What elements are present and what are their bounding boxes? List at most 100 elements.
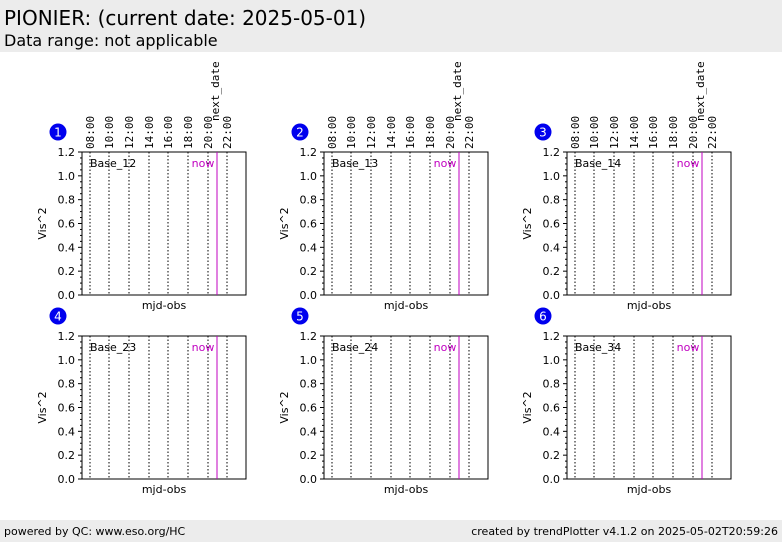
time-tick-label: 08:00 <box>84 116 97 149</box>
time-tick-label: 12:00 <box>123 116 136 149</box>
time-tick-label: 14:00 <box>385 116 398 149</box>
time-tick-label: 12:00 <box>365 116 378 149</box>
subplot-number: 4 <box>54 310 62 324</box>
y-tick-label: 1.0 <box>58 170 76 183</box>
baseline-label: Base_24 <box>332 341 378 354</box>
y-tick-label: 0.2 <box>300 449 318 462</box>
subplot-number-badge <box>534 123 552 141</box>
y-tick-label: 0.8 <box>58 378 76 391</box>
time-tick-label: 16:00 <box>647 116 660 149</box>
y-tick-label: 1.2 <box>543 146 561 159</box>
subplot-4: 0.0 0.2 0.4 0.6 0.8 1.0 1.2 mjd-obs Vis^2 Base_23… <box>36 307 247 496</box>
y-tick-label: 0.6 <box>300 218 318 231</box>
y-tick-label: 0.8 <box>300 194 318 207</box>
y-axis-label: Vis^2 <box>521 391 534 423</box>
subplot-number-badge <box>534 307 552 325</box>
y-tick-label: 0.6 <box>300 402 318 415</box>
x-axis-label: mjd-obs <box>142 299 187 312</box>
y-tick-label: 1.0 <box>543 354 561 367</box>
y-tick-label: 1.0 <box>543 170 561 183</box>
time-tick-label: 10:00 <box>103 116 116 149</box>
time-tick-label: 20:00 <box>687 116 700 149</box>
subplot-2: 0.0 0.2 0.4 0.6 0.8 1.0 1.2 mjd-obs Vis^2 Base_13… <box>278 61 489 312</box>
next-date-label: next_date <box>694 61 707 121</box>
time-tick-label: 20:00 <box>202 116 215 149</box>
y-tick-label: 0.8 <box>58 194 76 207</box>
subplot-number: 2 <box>296 126 304 140</box>
y-tick-label: 1.0 <box>58 354 76 367</box>
y-tick-label: 0.6 <box>543 402 561 415</box>
plot-frame <box>323 151 489 296</box>
baseline-label: Base_12 <box>90 157 136 170</box>
y-tick-label: 0.4 <box>300 241 318 254</box>
y-tick-label: 0.8 <box>543 194 561 207</box>
y-tick-label: 0.2 <box>58 449 76 462</box>
time-tick-label: 14:00 <box>143 116 156 149</box>
y-tick-label: 1.0 <box>300 354 318 367</box>
y-tick-label: 0.2 <box>58 265 76 278</box>
time-tick-label: 08:00 <box>569 116 582 149</box>
y-axis-label: Vis^2 <box>521 207 534 239</box>
time-tick-label: 12:00 <box>608 116 621 149</box>
time-tick-label: 10:00 <box>588 116 601 149</box>
time-tick-label: 10:00 <box>345 116 358 149</box>
next-date-label: next_date <box>451 61 464 121</box>
time-tick-label: 22:00 <box>221 116 234 149</box>
time-tick-label: 22:00 <box>706 116 719 149</box>
footer-powered-by: powered by QC: www.eso.org/HC <box>4 525 186 538</box>
now-label: now <box>434 157 457 170</box>
y-tick-label: 0.6 <box>543 218 561 231</box>
now-label: now <box>192 157 215 170</box>
y-tick-label: 1.0 <box>300 170 318 183</box>
y-axis-label: Vis^2 <box>36 391 49 423</box>
y-tick-label: 0.8 <box>543 378 561 391</box>
now-label: now <box>677 157 700 170</box>
y-tick-label: 0.0 <box>543 473 561 486</box>
time-tick-label: 08:00 <box>326 116 339 149</box>
y-axis-label: Vis^2 <box>278 207 291 239</box>
y-tick-label: 0.2 <box>543 265 561 278</box>
footer-created-by: created by trendPlotter v4.1.2 on 2025-0… <box>471 525 778 538</box>
plot-frame <box>81 335 247 480</box>
baseline-label: Base_14 <box>575 157 621 170</box>
y-tick-label: 0.4 <box>58 241 76 254</box>
plot-frame <box>566 151 732 296</box>
page-title: PIONIER: (current date: 2025-05-01) <box>4 6 367 30</box>
subplot-number-badge <box>291 307 309 325</box>
y-tick-label: 0.2 <box>300 265 318 278</box>
time-tick-label: 14:00 <box>628 116 641 149</box>
next-date-label: next_date <box>209 61 222 121</box>
y-tick-label: 0.4 <box>543 425 561 438</box>
plot-frame <box>323 335 489 480</box>
now-label: now <box>677 341 700 354</box>
plot-frame <box>566 335 732 480</box>
x-axis-label: mjd-obs <box>627 299 672 312</box>
y-tick-label: 0.0 <box>300 473 318 486</box>
y-tick-label: 0.2 <box>543 449 561 462</box>
subplot-3: 0.0 0.2 0.4 0.6 0.8 1.0 1.2 mjd-obs Vis^2 Base_14… <box>521 61 732 312</box>
y-tick-label: 1.2 <box>58 330 76 343</box>
y-tick-label: 1.2 <box>300 146 318 159</box>
x-axis-label: mjd-obs <box>384 483 429 496</box>
time-tick-label: 20:00 <box>444 116 457 149</box>
y-tick-label: 0.0 <box>58 289 76 302</box>
subplot-6: 0.0 0.2 0.4 0.6 0.8 1.0 1.2 mjd-obs Vis^2 Base_34… <box>521 307 732 496</box>
subplot-number: 1 <box>54 126 62 140</box>
x-axis-label: mjd-obs <box>627 483 672 496</box>
time-tick-label: 16:00 <box>162 116 175 149</box>
data-range-subtitle: Data range: not applicable <box>4 31 218 50</box>
time-tick-label: 16:00 <box>404 116 417 149</box>
x-axis-label: mjd-obs <box>384 299 429 312</box>
y-tick-label: 1.2 <box>300 330 318 343</box>
baseline-label: Base_13 <box>332 157 378 170</box>
y-tick-label: 1.2 <box>58 146 76 159</box>
subplot-1: 0.0 0.2 0.4 0.6 0.8 1.0 1.2 mjd-obs Vis^2 Base_12… <box>36 61 247 312</box>
time-tick-label: 18:00 <box>667 116 680 149</box>
subplot-number-badge <box>49 307 67 325</box>
subplot-number: 5 <box>296 310 304 324</box>
y-tick-label: 0.0 <box>300 289 318 302</box>
subplot-number-badge <box>49 123 67 141</box>
subplot-number-badge <box>291 123 309 141</box>
time-tick-label: 18:00 <box>424 116 437 149</box>
